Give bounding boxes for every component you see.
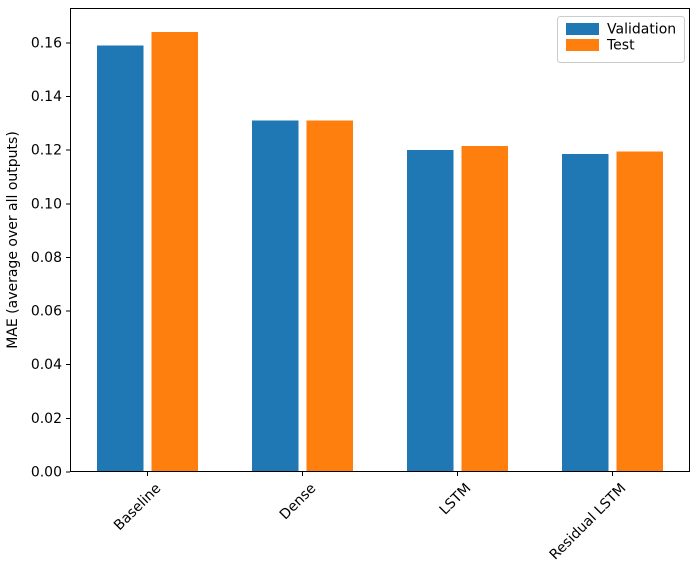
bar-test-dense (306, 120, 353, 472)
legend-label-validation: Validation (607, 21, 676, 37)
axes-spines (70, 8, 690, 472)
x-tick-label-dense: Dense (277, 481, 320, 524)
bar-validation-dense (252, 120, 299, 472)
y-tick-label: 0.14 (31, 89, 62, 105)
bar-test-baseline (151, 32, 198, 472)
y-tick-label: 0.06 (31, 304, 62, 320)
x-axis-ticks: Baseline Dense LSTM Residual LSTM (111, 472, 629, 563)
legend-swatch-validation (566, 23, 599, 35)
y-tick-label: 0.08 (31, 250, 62, 266)
y-tick-label: 0.12 (31, 143, 62, 159)
y-axis-ticks: 0.00 0.02 0.04 0.06 0.08 0.10 0.12 0.14 0.16 (31, 35, 70, 480)
bar-validation-lstm (407, 150, 454, 472)
bar-test-lstm (461, 146, 508, 472)
x-tick-label-baseline: Baseline (111, 481, 164, 534)
y-tick-label: 0.10 (31, 196, 62, 212)
bar-validation-baseline (97, 45, 144, 472)
bar-validation-residual-lstm (562, 154, 609, 472)
y-tick-label: 0.02 (31, 411, 62, 427)
bar-test-residual-lstm (616, 151, 663, 472)
y-axis-label: MAE (average over all outputs) (5, 131, 21, 349)
bars-layer (97, 32, 663, 472)
legend-swatch-test (566, 39, 599, 51)
y-tick-label: 0.16 (31, 35, 62, 51)
y-tick-label: 0.04 (31, 357, 62, 373)
legend-label-test: Test (606, 37, 635, 53)
y-tick-label: 0.00 (31, 464, 62, 480)
x-tick-label-residual-lstm: Residual LSTM (547, 481, 630, 564)
x-tick-label-lstm: LSTM (437, 481, 475, 519)
plot-border (70, 8, 690, 472)
